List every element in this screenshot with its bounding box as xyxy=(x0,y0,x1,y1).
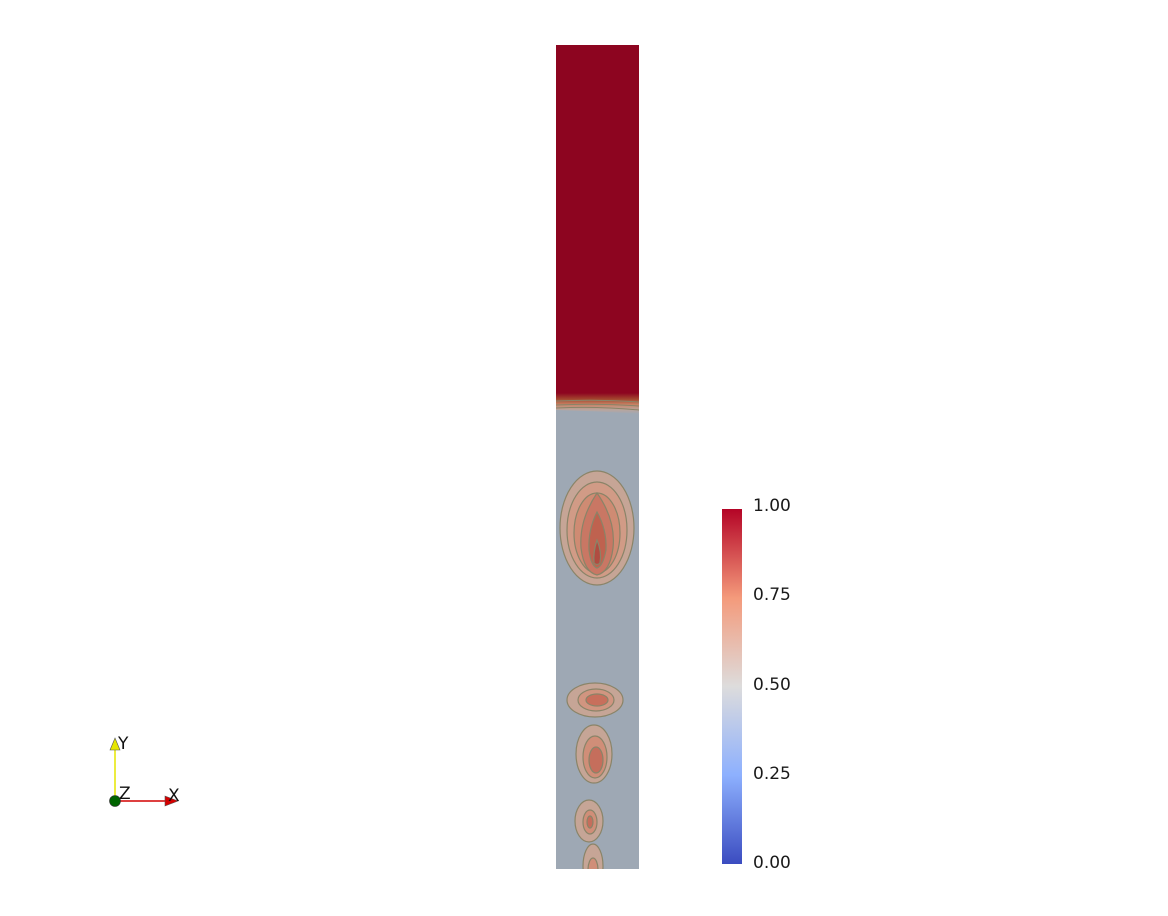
upper-phase-region xyxy=(556,45,639,395)
colorbar-tick-label: 0.50 xyxy=(753,675,791,695)
bubble-small-3 xyxy=(574,799,604,843)
bubble-small-4 xyxy=(582,843,604,869)
colorbar-tick-label: 0.25 xyxy=(753,764,791,784)
x-axis-arrow xyxy=(164,795,179,807)
orientation-axes xyxy=(109,737,179,807)
y-axis-arrow xyxy=(109,737,121,751)
bubble-large xyxy=(559,470,635,586)
colorbar-tick-label: 1.00 xyxy=(753,496,791,516)
bubble-small-2 xyxy=(575,724,613,784)
y-axis-label: Y xyxy=(118,734,129,754)
bubble-small-1 xyxy=(566,682,624,718)
x-axis-label: X xyxy=(168,786,180,806)
interface-contours xyxy=(556,399,639,411)
z-axis-label: Z xyxy=(119,784,131,804)
colorbar-gradient xyxy=(722,509,742,864)
z-axis-marker xyxy=(109,795,121,807)
flow-column xyxy=(556,45,639,869)
colorbar-tick-label: 0.75 xyxy=(753,585,791,605)
colorbar-tick-label: 0.00 xyxy=(753,853,791,873)
